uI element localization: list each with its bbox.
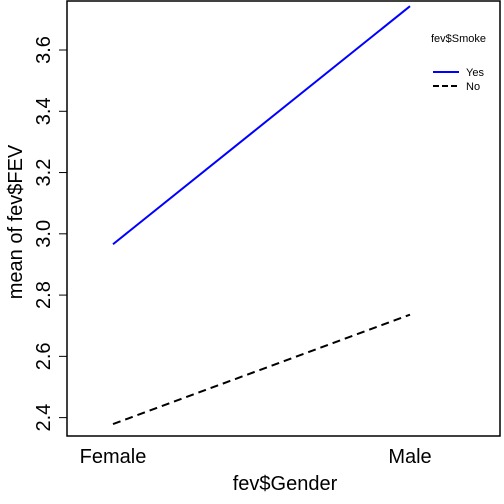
series-layer xyxy=(112,5,411,425)
y-tick-label: 2.8 xyxy=(33,281,55,309)
legend: fev$Smoke Yes No xyxy=(431,33,486,93)
legend-label-yes: Yes xyxy=(466,67,484,79)
x-tick-label: Female xyxy=(80,446,147,468)
legend-title: fev$Smoke xyxy=(431,33,486,45)
y-tick-label: 3.2 xyxy=(33,159,55,187)
y-tick-label: 3.4 xyxy=(33,97,55,125)
plot-frame xyxy=(66,0,501,437)
y-tick-label: 2.4 xyxy=(33,404,55,432)
y-axis-title: mean of fev$FEV xyxy=(5,144,27,299)
legend-label-no: No xyxy=(466,81,480,93)
y-axis: 2.4 2.6 2.8 3.0 3.2 3.4 3.6 xyxy=(33,36,67,432)
y-tick-label: 3.6 xyxy=(33,36,55,64)
x-axis: Female Male xyxy=(80,446,432,468)
x-tick-label: Male xyxy=(388,446,431,468)
y-tick-label: 3.0 xyxy=(33,220,55,248)
series-line-yes xyxy=(112,5,411,246)
x-axis-title: fev$Gender xyxy=(233,473,338,495)
series-line-no xyxy=(112,313,411,425)
y-tick-label: 2.6 xyxy=(33,342,55,370)
